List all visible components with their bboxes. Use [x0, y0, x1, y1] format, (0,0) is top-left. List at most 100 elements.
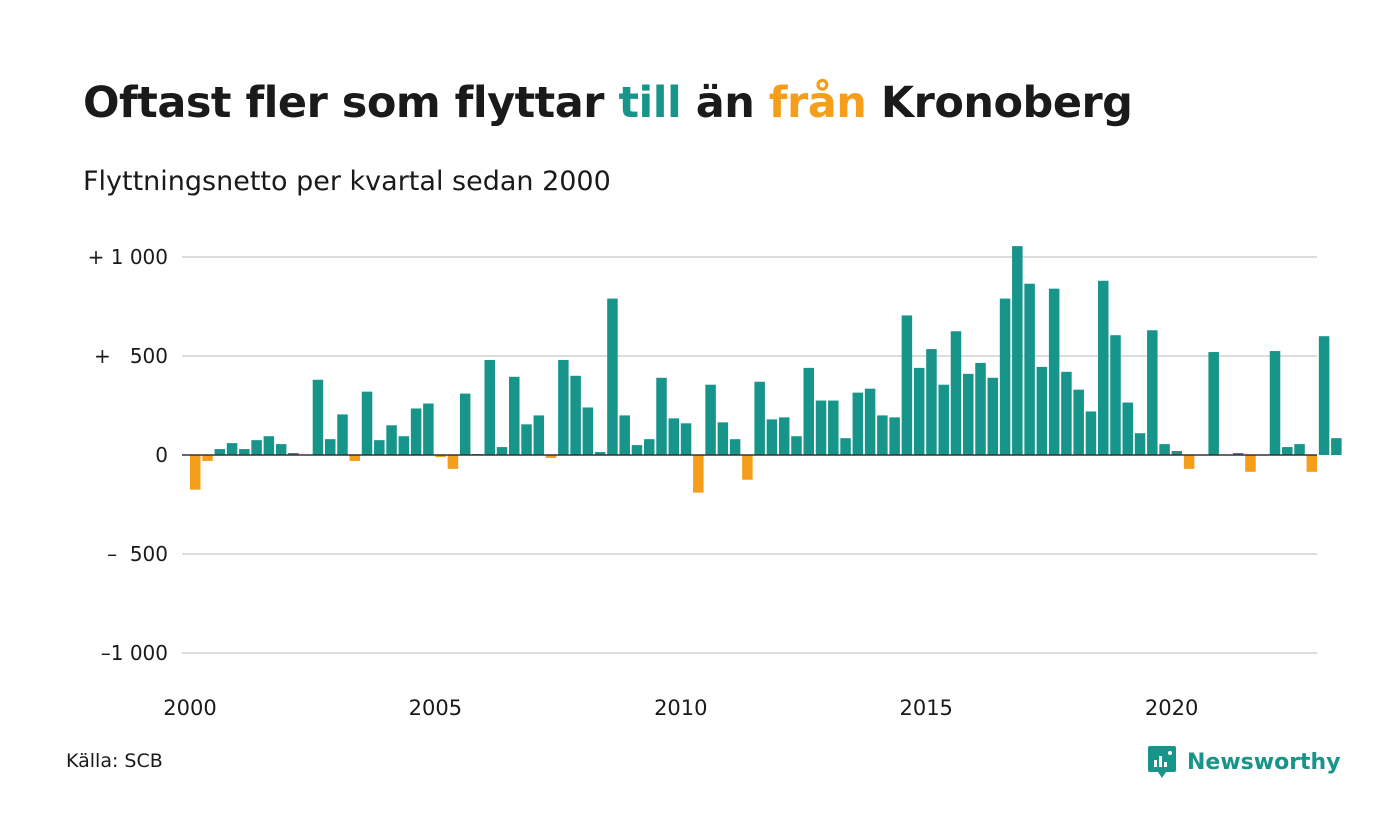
bar — [693, 455, 704, 493]
title-part-2: än — [681, 78, 769, 128]
bar — [778, 417, 790, 455]
bar — [288, 453, 299, 455]
brand-logo-block[interactable]: Newsworthy — [1147, 744, 1341, 780]
bar — [717, 422, 729, 455]
bar — [705, 384, 716, 455]
bar — [226, 443, 238, 455]
bar — [251, 440, 262, 455]
bar — [631, 445, 643, 455]
brand-name: Newsworthy — [1187, 749, 1341, 775]
bar — [1282, 447, 1293, 455]
bar — [190, 455, 201, 490]
bar — [840, 438, 851, 455]
bar — [324, 439, 336, 455]
bar — [459, 393, 471, 455]
bar — [938, 384, 949, 455]
bar — [742, 455, 753, 480]
bar — [202, 455, 213, 461]
bar — [509, 376, 520, 455]
bar — [926, 349, 937, 455]
gridlines — [182, 256, 1317, 654]
title-part-3: Kronoberg — [866, 78, 1133, 128]
bar — [570, 375, 581, 455]
bar — [668, 418, 680, 455]
bar — [435, 455, 446, 457]
chart-subtitle: Flyttningsnetto per kvartal sedan 2000 — [83, 166, 611, 197]
y-tick-label: –1 000 — [101, 641, 168, 665]
bar — [337, 414, 348, 455]
bar — [1147, 330, 1158, 455]
x-tick-label: 2010 — [654, 696, 707, 720]
bar — [496, 447, 508, 455]
bar — [1036, 366, 1048, 455]
bar — [619, 415, 630, 455]
x-tick-label: 2005 — [409, 696, 462, 720]
bar — [889, 417, 900, 455]
bar — [533, 415, 545, 455]
bar — [1318, 336, 1330, 455]
bar — [582, 407, 594, 455]
title-highlight-positive: till — [618, 78, 682, 128]
bar — [1097, 280, 1109, 455]
bar — [1159, 444, 1170, 455]
bar — [1110, 335, 1121, 455]
bar — [1024, 283, 1035, 455]
bar — [275, 444, 287, 455]
chart-title: Oftast fler som flyttar till än från Kro… — [83, 74, 1133, 132]
bar — [423, 403, 434, 455]
bar — [410, 408, 422, 455]
bar — [1061, 371, 1072, 455]
bar — [754, 381, 765, 455]
bar — [521, 424, 532, 455]
newsworthy-logo-icon — [1148, 746, 1176, 778]
bar — [1183, 455, 1195, 469]
bar — [852, 392, 864, 455]
bar — [643, 439, 655, 455]
title-part-1: Oftast fler som flyttar — [83, 78, 619, 128]
bar — [1012, 246, 1023, 455]
bar — [963, 373, 974, 455]
y-tick-label: + 500 — [94, 344, 168, 368]
y-tick-label: – 500 — [107, 542, 168, 566]
bar — [1134, 433, 1146, 455]
bar — [1245, 455, 1256, 472]
bar — [386, 425, 397, 455]
bar — [1122, 402, 1134, 455]
bar — [828, 400, 839, 455]
x-axis-ticks: 2000 2005 2010 2015 2020 — [163, 696, 1198, 720]
bar — [864, 388, 876, 455]
bar — [312, 379, 324, 455]
bar — [950, 331, 962, 455]
bar — [374, 440, 385, 455]
bar — [484, 359, 495, 455]
bar — [398, 436, 410, 455]
bar — [1171, 451, 1183, 455]
y-axis-ticks: + 1 000 + 500 0 – 500 –1 000 — [88, 245, 168, 665]
y-tick-label: 0 — [155, 443, 168, 467]
title-highlight-negative: från — [768, 78, 867, 128]
bar — [594, 452, 606, 455]
bar — [791, 436, 802, 455]
bar — [656, 377, 667, 455]
bar — [913, 367, 925, 455]
bar — [1073, 389, 1084, 455]
bar — [1269, 351, 1281, 455]
bar — [361, 391, 373, 455]
bar — [1232, 453, 1244, 455]
x-tick-label: 2000 — [163, 696, 216, 720]
bars — [190, 246, 1342, 493]
bar — [803, 367, 814, 455]
bar — [447, 455, 459, 469]
bar — [607, 298, 618, 455]
bar — [1306, 455, 1318, 472]
bar — [975, 362, 986, 455]
bar — [349, 455, 361, 461]
x-tick-label: 2015 — [899, 696, 952, 720]
bar — [877, 415, 888, 455]
bar — [766, 419, 778, 455]
bar — [214, 449, 226, 455]
bar — [1331, 438, 1342, 455]
bar — [729, 439, 741, 455]
bar — [1294, 444, 1305, 455]
